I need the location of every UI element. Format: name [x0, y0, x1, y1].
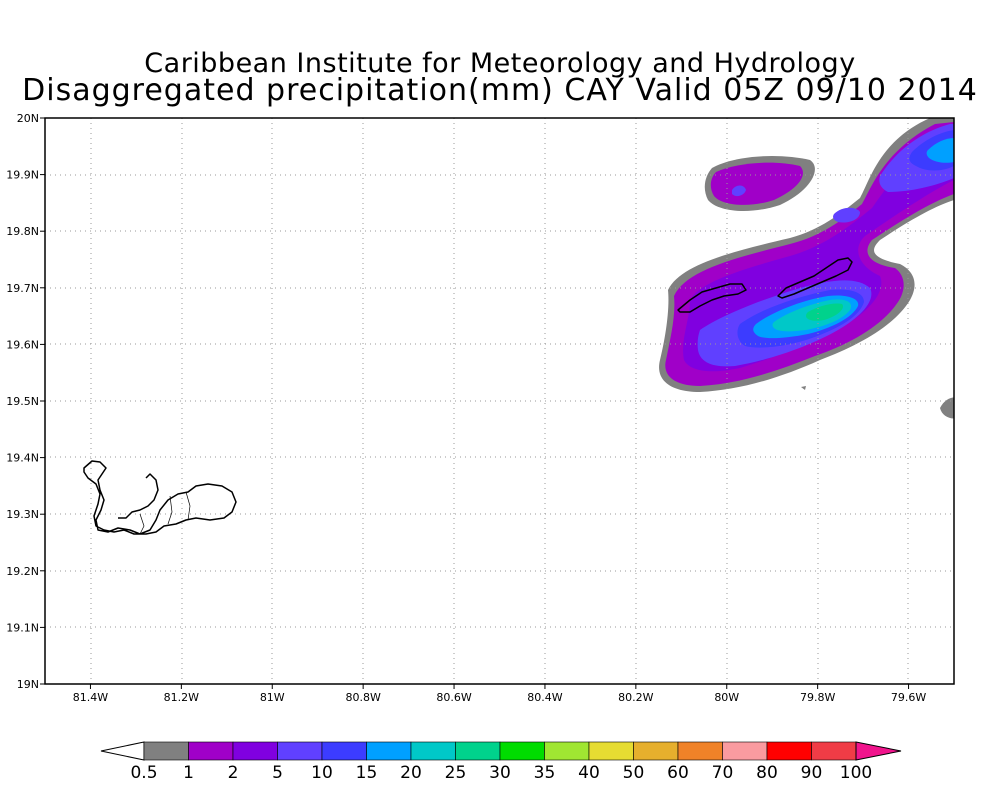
colorbar-label: 90 — [801, 763, 823, 783]
colorbar-swatch — [321, 741, 367, 761]
colorbar-label: 50 — [623, 763, 645, 783]
colorbar-high-triangle — [855, 741, 902, 761]
colorbar-label: 35 — [534, 763, 556, 783]
colorbar-label: 40 — [578, 763, 600, 783]
map-frame — [44, 117, 955, 685]
colorbar-label: 80 — [756, 763, 778, 783]
x-tick-label: 80.8W — [345, 691, 380, 704]
x-tick-label: 80.2W — [618, 691, 653, 704]
y-tick-label: 19.7N — [6, 282, 39, 295]
precip-area-15mm — [926, 138, 954, 163]
colorbar-swatch — [722, 741, 768, 761]
title-line-1: Caribbean Institute for Meteorology and … — [144, 48, 856, 79]
y-tick-label: 19.4N — [6, 452, 39, 465]
precip-area-25mm — [806, 303, 844, 321]
colorbar-swatch — [811, 741, 857, 761]
colorbar-label: 25 — [445, 763, 467, 783]
colorbar-low-triangle — [100, 741, 145, 761]
grand-cayman-north-sound — [118, 473, 159, 519]
y-tick-label: 19N — [17, 678, 39, 691]
x-tick-label: 80.4W — [527, 691, 562, 704]
colorbar-swatch — [677, 741, 723, 761]
precipitation-field — [659, 118, 954, 419]
colorbar-label: 60 — [667, 763, 689, 783]
y-tick-label: 19.6N — [6, 338, 39, 351]
x-tick-label: 79.6W — [891, 691, 926, 704]
cayman-brac-outline — [777, 257, 853, 299]
precip-area-0.5mm — [801, 386, 806, 390]
colorbar-label: 100 — [840, 763, 872, 783]
y-axis-ticks: 20N 19.9N 19.8N 19.7N 19.6N 19.5N 19.4N 19.3N 19… — [6, 112, 45, 691]
colorbar-label: 30 — [489, 763, 511, 783]
y-tick-label: 20N — [17, 112, 39, 125]
colorbar-swatch — [232, 741, 278, 761]
colorbar-label: 70 — [712, 763, 734, 783]
x-tick-label: 81.2W — [164, 691, 199, 704]
colorbar-swatch — [455, 741, 501, 761]
x-tick-label: 79.8W — [800, 691, 835, 704]
coastlines — [83, 257, 853, 535]
x-tick-label: 81W — [260, 691, 285, 704]
precip-area-5mm — [833, 207, 860, 223]
colorbar-label: 10 — [311, 763, 333, 783]
colorbar-label: 2 — [228, 763, 239, 783]
colorbar-swatch — [588, 741, 634, 761]
x-tick-label: 81.4W — [73, 691, 108, 704]
colorbar: 0.5 1 2 5 10 15 20 25 30 35 40 50 60 70 80 90 100 — [100, 741, 902, 783]
little-cayman-outline — [677, 283, 747, 313]
colorbar-swatch — [633, 741, 679, 761]
precip-area-0.5mm — [940, 397, 954, 419]
precip-area-5mm — [732, 185, 746, 197]
colorbar-swatch — [544, 741, 590, 761]
grand-cayman-districts — [139, 491, 191, 535]
colorbar-swatch — [766, 741, 812, 761]
colorbar-swatch — [143, 741, 189, 761]
colorbar-swatch — [277, 741, 323, 761]
y-tick-label: 19.2N — [6, 565, 39, 578]
colorbar-label: 5 — [272, 763, 283, 783]
y-tick-label: 19.3N — [6, 508, 39, 521]
colorbar-label: 1 — [183, 763, 194, 783]
map-grid — [45, 118, 954, 684]
colorbar-label: 0.5 — [130, 763, 157, 783]
colorbar-label: 15 — [356, 763, 378, 783]
colorbar-swatch — [499, 741, 545, 761]
x-axis-ticks: 81.4W 81.2W 81W 80.8W 80.6W 80.4W 80.2W 80W 79.8… — [73, 684, 926, 704]
title-line-2: Disaggregated precipitation(mm) CAY Vali… — [22, 73, 978, 108]
colorbar-swatch — [410, 741, 456, 761]
colorbar-swatch — [188, 741, 234, 761]
grand-cayman-outline — [83, 460, 237, 535]
y-tick-label: 19.8N — [6, 225, 39, 238]
colorbar-label: 20 — [400, 763, 422, 783]
x-tick-label: 80W — [714, 691, 739, 704]
y-tick-label: 19.9N — [6, 169, 39, 182]
y-tick-label: 19.1N — [6, 621, 39, 634]
colorbar-swatch — [366, 741, 412, 761]
y-tick-label: 19.5N — [6, 395, 39, 408]
x-tick-label: 80.6W — [436, 691, 471, 704]
